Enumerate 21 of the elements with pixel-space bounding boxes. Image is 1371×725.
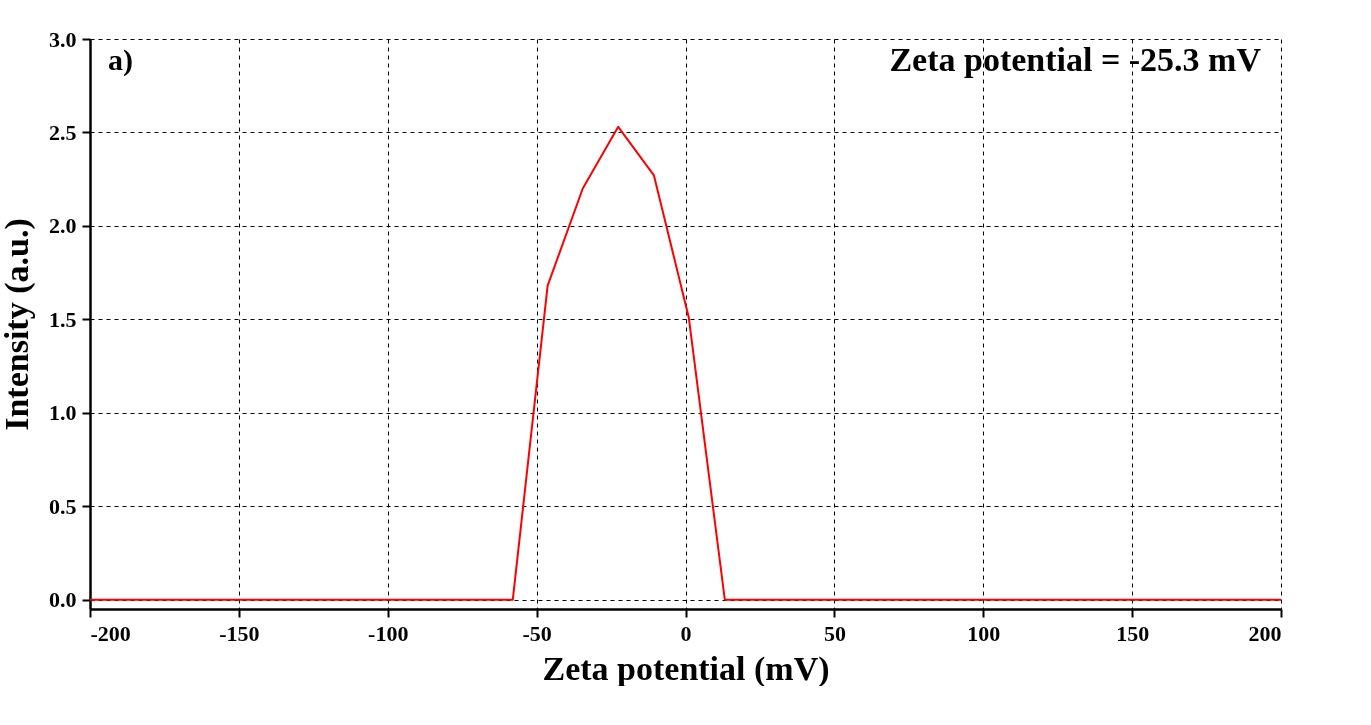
- y-tick-label: 0.0: [49, 587, 77, 613]
- y-axis-title: Intensity (a.u.): [0, 218, 36, 431]
- y-tick-label: 0.5: [49, 493, 77, 519]
- annotation: a): [108, 43, 133, 77]
- y-tick-label: 3.0: [49, 26, 77, 52]
- x-tick-label: -50: [522, 620, 552, 646]
- x-tick-label: -200: [90, 620, 131, 646]
- line-series: [90, 125, 1281, 601]
- x-tick-label: -100: [368, 620, 409, 646]
- x-tick-label: -150: [219, 620, 260, 646]
- y-tick-label: 1.5: [49, 306, 77, 332]
- x-axis-title: Zeta potential (mV): [542, 649, 830, 688]
- x-tick-label: 0: [680, 620, 692, 646]
- x-tick-label: 150: [1116, 620, 1150, 646]
- annotation: Zeta potential = -25.3 mV: [889, 41, 1262, 78]
- y-tick-label: 2.0: [49, 213, 77, 239]
- x-tick-label: 50: [823, 620, 846, 646]
- y-tick-label: 2.5: [49, 119, 77, 145]
- y-tick-label: 1.0: [49, 400, 77, 426]
- x-tick-label: 200: [1248, 620, 1282, 646]
- x-tick-label: 100: [967, 620, 1001, 646]
